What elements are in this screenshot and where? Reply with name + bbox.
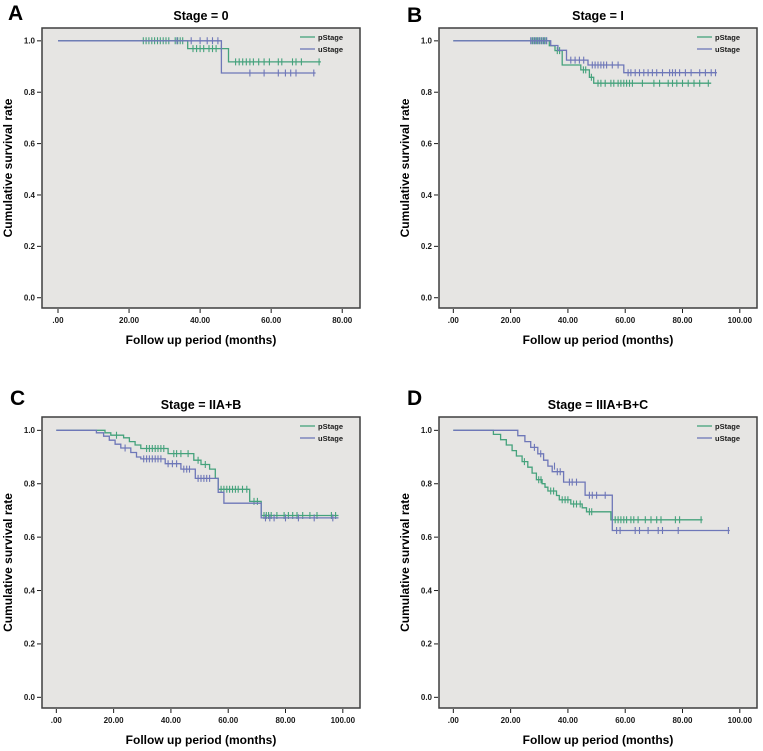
survival-curve-uStage	[453, 40, 717, 74]
x-tick-label: 20.00	[119, 316, 140, 325]
panel-title: Stage = IIIA+B+C	[548, 398, 648, 412]
panel-title: Stage = 0	[173, 9, 228, 23]
y-tick-label: 0.6	[421, 139, 433, 148]
y-axis-label: Cumulative survival rate	[1, 98, 15, 237]
x-tick-label: 60.00	[218, 716, 239, 725]
x-tick-label: .00	[448, 316, 460, 325]
legend-label-uStage: uStage	[715, 45, 740, 54]
y-tick-label: 0.0	[24, 294, 36, 303]
survival-curve-uStage	[453, 429, 730, 532]
y-tick-label: 1.0	[421, 37, 433, 46]
y-tick-label: 0.2	[421, 242, 433, 251]
x-tick-label: 40.00	[558, 316, 579, 325]
x-tick-label: 20.00	[501, 716, 522, 725]
y-tick-label: 0.6	[421, 533, 433, 542]
y-tick-label: 0.4	[24, 586, 36, 595]
plot-area	[439, 417, 757, 708]
legend-label-uStage: uStage	[715, 434, 740, 443]
plot-border	[438, 27, 758, 309]
y-axis-label: Cumulative survival rate	[398, 98, 412, 237]
x-tick-label: 60.00	[615, 316, 636, 325]
survival-curve-uStage	[56, 429, 339, 519]
x-axis-label: Follow up period (months)	[126, 733, 277, 747]
plot-area	[42, 417, 360, 708]
y-tick-label: 1.0	[24, 37, 36, 46]
legend-label-pStage: pStage	[318, 422, 343, 431]
x-tick-label: 40.00	[190, 316, 211, 325]
km-chart-A: .00 20.00 40.00 60.00 80.00 0.0 0.2 0.4 0.6 0.8 1.…	[1, 9, 361, 347]
y-tick-label: 0.2	[24, 640, 36, 649]
y-tick-label: 0.8	[24, 88, 36, 97]
censor-ticks-uStage	[124, 444, 334, 522]
x-tick-label: .00	[448, 716, 460, 725]
km-chart-C: .00 20.00 40.00 60.00 80.00 100.00 0.0 0.2 0.4 0.…	[1, 398, 361, 747]
survival-curve-uStage	[58, 40, 316, 74]
legend-label-pStage: pStage	[715, 33, 740, 42]
panel-letter-b: B	[407, 4, 423, 27]
x-tick-label: 20.00	[104, 716, 125, 725]
x-tick-label: 60.00	[615, 716, 636, 725]
y-tick-label: 0.0	[421, 294, 433, 303]
y-tick-label: 0.0	[24, 693, 36, 702]
y-tick-label: 1.0	[421, 426, 433, 435]
panel-letter-d: D	[407, 387, 423, 410]
x-tick-label: 20.00	[501, 316, 522, 325]
x-tick-label: 40.00	[161, 716, 182, 725]
censor-ticks-uStage	[530, 37, 717, 77]
km-chart-B: .00 20.00 40.00 60.00 80.00 100.00 0.0 0.2 0.4 0.…	[398, 9, 758, 347]
x-tick-label: 80.00	[275, 716, 296, 725]
plot-area	[42, 28, 360, 308]
y-axis-label: Cumulative survival rate	[398, 493, 412, 632]
legend-label-pStage: pStage	[318, 33, 343, 42]
x-tick-label: 40.00	[558, 716, 579, 725]
y-tick-label: 0.6	[24, 533, 36, 542]
panel-title: Stage = IIA+B	[161, 398, 242, 412]
y-axis-label: Cumulative survival rate	[1, 493, 15, 632]
y-tick-label: 0.8	[24, 480, 36, 489]
x-axis-label: Follow up period (months)	[523, 733, 674, 747]
y-tick-label: 0.4	[24, 191, 36, 200]
plot-border	[41, 27, 361, 309]
y-tick-label: 0.4	[421, 191, 433, 200]
y-tick-label: 0.8	[421, 480, 433, 489]
x-tick-label: 100.00	[728, 716, 753, 725]
x-tick-label: 100.00	[728, 316, 753, 325]
y-tick-label: 0.0	[421, 693, 433, 702]
y-tick-label: 0.6	[24, 139, 36, 148]
x-axis-label: Follow up period (months)	[523, 333, 674, 347]
plot-area	[439, 28, 757, 308]
x-tick-label: 80.00	[672, 316, 693, 325]
y-tick-label: 0.4	[421, 586, 433, 595]
x-tick-label: .00	[52, 316, 64, 325]
censor-ticks-uStage	[176, 37, 315, 77]
x-axis-label: Follow up period (months)	[126, 333, 277, 347]
censor-ticks-pStage	[115, 431, 337, 519]
x-tick-label: 80.00	[332, 316, 353, 325]
censor-ticks-pStage	[523, 458, 702, 524]
legend-label-pStage: pStage	[715, 422, 740, 431]
legend-label-uStage: uStage	[318, 45, 343, 54]
panel-letter-c: C	[10, 387, 26, 410]
y-tick-label: 1.0	[24, 426, 36, 435]
panel-title: Stage = I	[572, 9, 624, 23]
panel-letter-a: A	[8, 2, 24, 25]
plot-border	[41, 416, 361, 709]
plot-border	[438, 416, 758, 709]
y-tick-label: 0.2	[421, 640, 433, 649]
x-tick-label: 80.00	[672, 716, 693, 725]
y-tick-label: 0.2	[24, 242, 36, 251]
censor-ticks-uStage	[533, 443, 729, 534]
km-chart-D: .00 20.00 40.00 60.00 80.00 100.00 0.0 0.2 0.4 0.…	[398, 398, 758, 747]
legend-label-uStage: uStage	[318, 434, 343, 443]
y-tick-label: 0.8	[421, 88, 433, 97]
x-tick-label: 60.00	[261, 316, 282, 325]
x-tick-label: .00	[51, 716, 63, 725]
x-tick-label: 100.00	[331, 716, 356, 725]
